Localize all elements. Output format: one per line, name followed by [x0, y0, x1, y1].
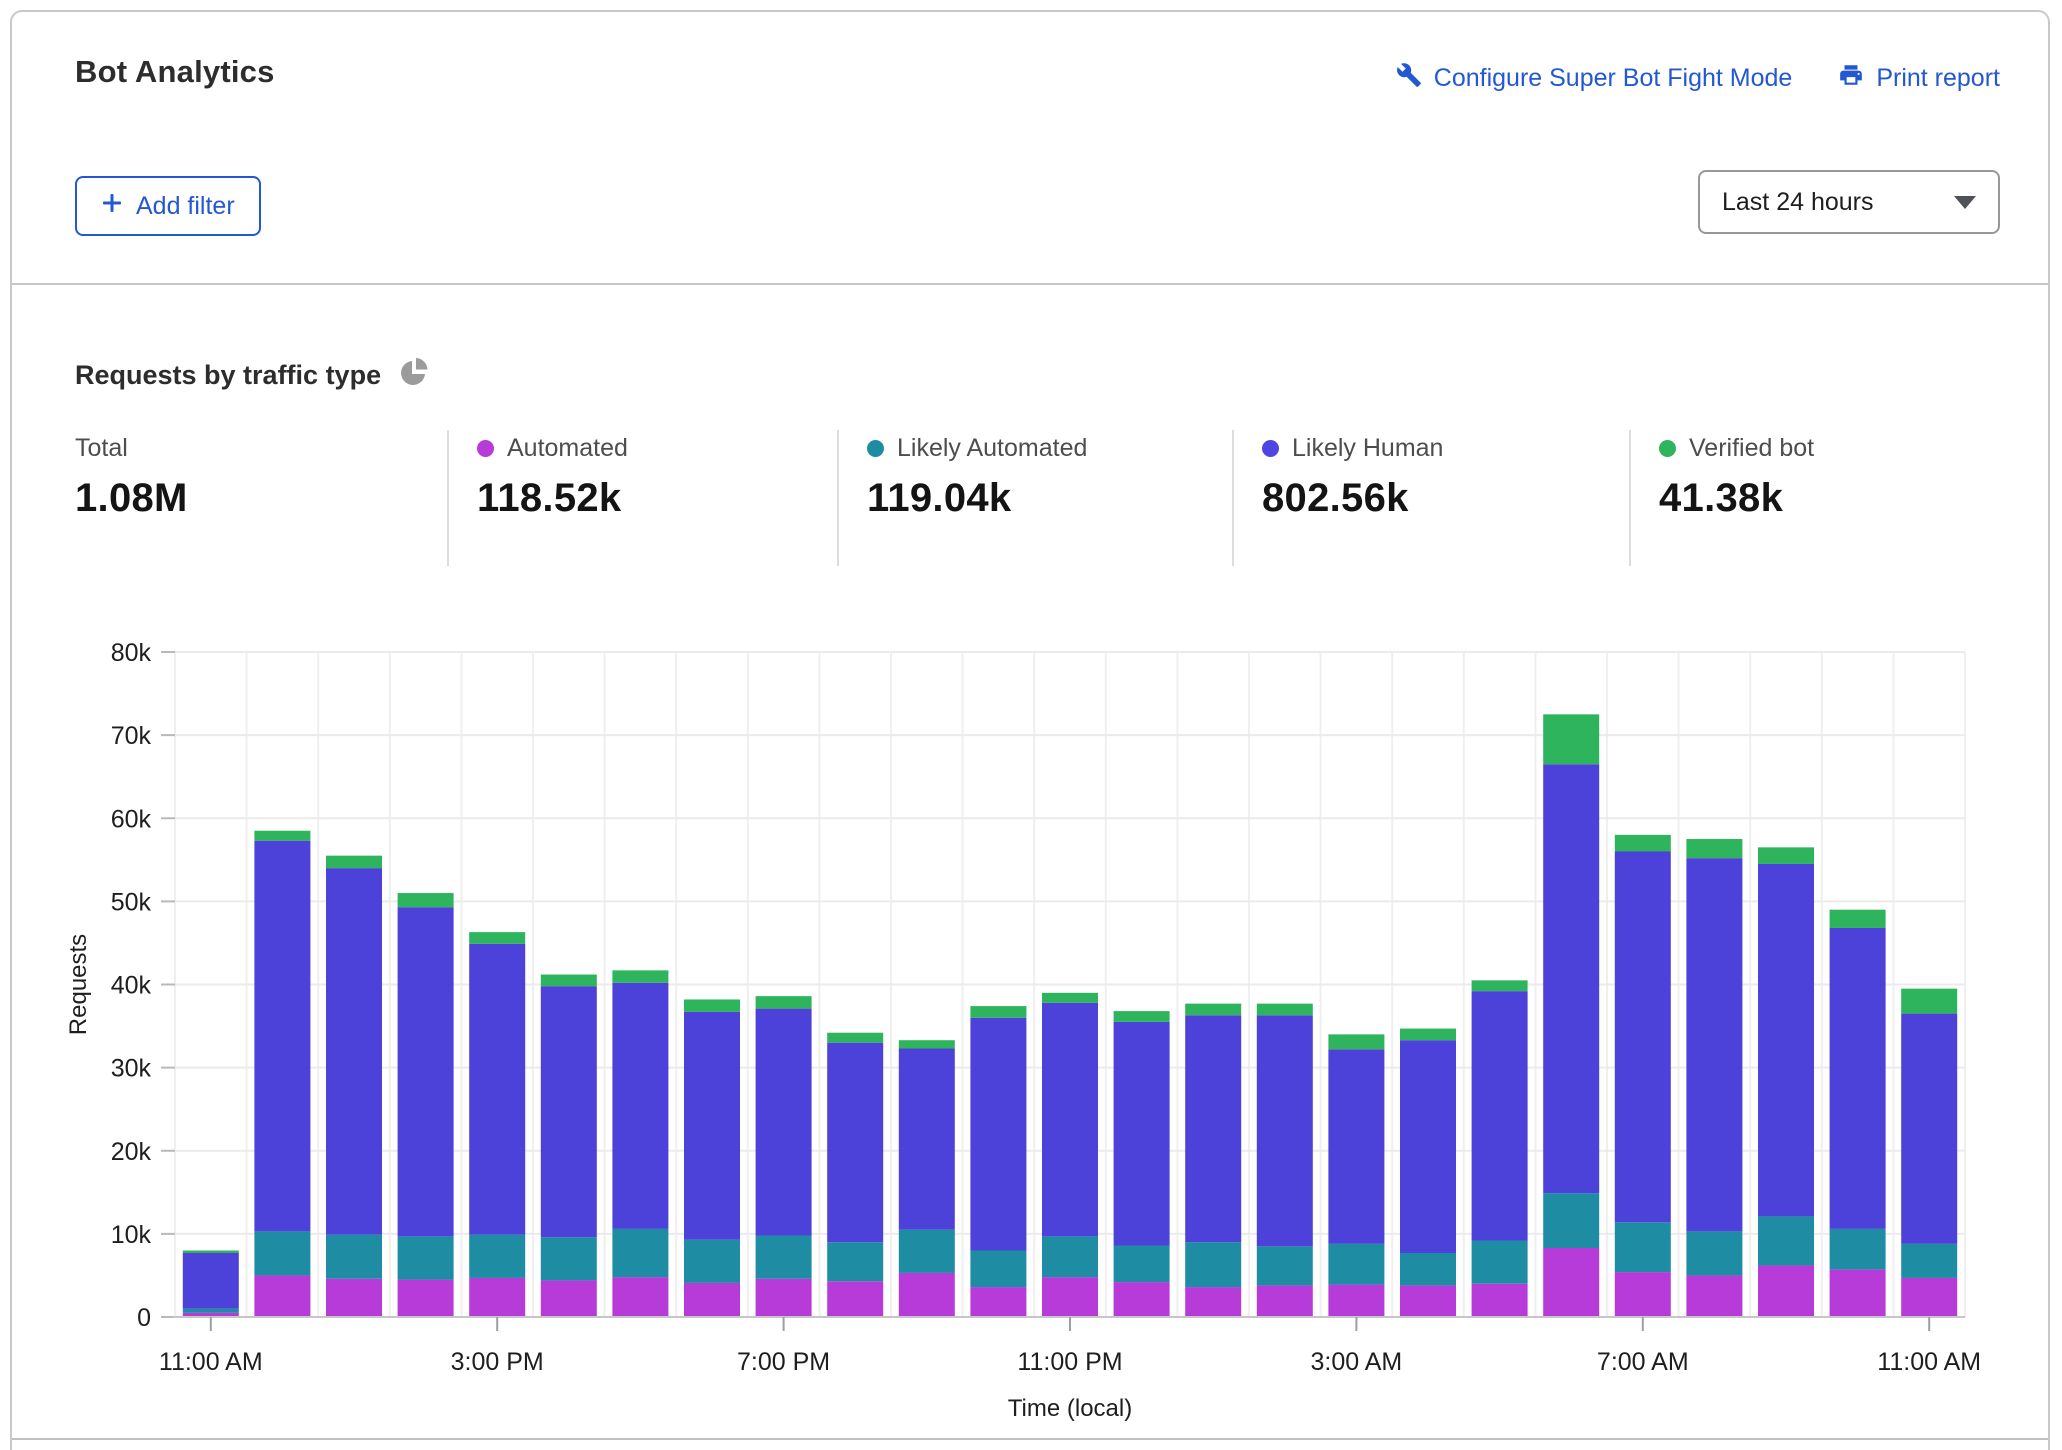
svg-text:80k: 80k [111, 639, 152, 667]
time-range-value: Last 24 hours [1722, 187, 1874, 216]
svg-text:10k: 10k [111, 1221, 152, 1249]
header-divider [12, 283, 2048, 285]
svg-text:50k: 50k [111, 888, 152, 916]
add-filter-button[interactable]: Add filter [75, 176, 261, 236]
stat-automated-label: Automated [507, 434, 628, 462]
plus-icon [101, 192, 123, 221]
stat-likely-automated: Likely Automated 119.04k [837, 430, 1232, 566]
stat-automated: Automated 118.52k [447, 430, 837, 566]
configure-super-bot-fight-mode-link[interactable]: Configure Super Bot Fight Mode [1396, 62, 1793, 95]
print-link-label: Print report [1876, 64, 2000, 92]
likely-automated-legend-dot [867, 440, 884, 457]
svg-text:Time (local): Time (local) [1008, 1395, 1132, 1422]
stat-likely-automated-label: Likely Automated [897, 434, 1088, 462]
svg-text:Requests: Requests [65, 934, 92, 1035]
section-bottom-divider [12, 1438, 2048, 1440]
svg-text:70k: 70k [111, 722, 152, 750]
configure-link-label: Configure Super Bot Fight Mode [1433, 64, 1793, 92]
requests-by-traffic-type-chart: 0 10k 20k 30k 40k 50k 60k 70k 80k 11:00 AM 3:00 PM… [65, 639, 1981, 1422]
section-head: Requests by traffic type [75, 356, 430, 395]
stat-likely-human-label: Likely Human [1292, 434, 1444, 462]
stat-verified-bot-label: Verified bot [1689, 434, 1815, 462]
section-title: Requests by traffic type [75, 360, 382, 390]
svg-text:7:00 PM: 7:00 PM [737, 1348, 830, 1376]
stat-verified-bot-value: 41.38k [1659, 476, 1784, 520]
verified-bot-legend-dot [1659, 440, 1676, 457]
stat-likely-human: Likely Human 802.56k [1232, 430, 1629, 566]
stat-likely-automated-value: 119.04k [867, 476, 1012, 520]
svg-text:11:00 AM: 11:00 AM [1877, 1348, 1981, 1376]
svg-text:7:00 AM: 7:00 AM [1597, 1348, 1689, 1376]
stat-likely-human-value: 802.56k [1262, 476, 1409, 520]
wrench-icon [1396, 62, 1422, 95]
svg-text:60k: 60k [111, 805, 152, 833]
svg-text:30k: 30k [111, 1055, 152, 1083]
stat-total: Total 1.08M [75, 430, 447, 566]
stat-total-label: Total [75, 434, 128, 462]
svg-text:3:00 PM: 3:00 PM [451, 1348, 544, 1376]
pie-chart-icon [398, 356, 430, 395]
print-report-link[interactable]: Print report [1838, 62, 2000, 95]
printer-icon [1838, 62, 1864, 95]
svg-text:40k: 40k [111, 972, 152, 1000]
page-title: Bot Analytics [75, 54, 275, 89]
svg-text:0: 0 [137, 1304, 151, 1332]
automated-legend-dot [477, 440, 494, 457]
svg-text:3:00 AM: 3:00 AM [1311, 1348, 1403, 1376]
header-links: Configure Super Bot Fight Mode Print rep… [1396, 62, 2000, 95]
time-range-select[interactable]: Last 24 hours [1698, 170, 2000, 234]
add-filter-label: Add filter [136, 191, 235, 220]
svg-text:11:00 PM: 11:00 PM [1017, 1348, 1122, 1376]
chevron-down-icon [1954, 195, 1976, 209]
bot-analytics-card: Bot Analytics Configure Super Bot Fight … [10, 10, 2050, 1450]
likely-human-legend-dot [1262, 440, 1279, 457]
stat-automated-value: 118.52k [477, 476, 622, 520]
stat-verified-bot: Verified bot 41.38k [1629, 430, 2009, 566]
svg-text:11:00 AM: 11:00 AM [159, 1348, 263, 1376]
stat-total-value: 1.08M [75, 476, 188, 520]
traffic-type-stats: Total 1.08M Automated 118.52k Likely Aut… [75, 430, 2009, 566]
svg-text:20k: 20k [111, 1138, 152, 1166]
